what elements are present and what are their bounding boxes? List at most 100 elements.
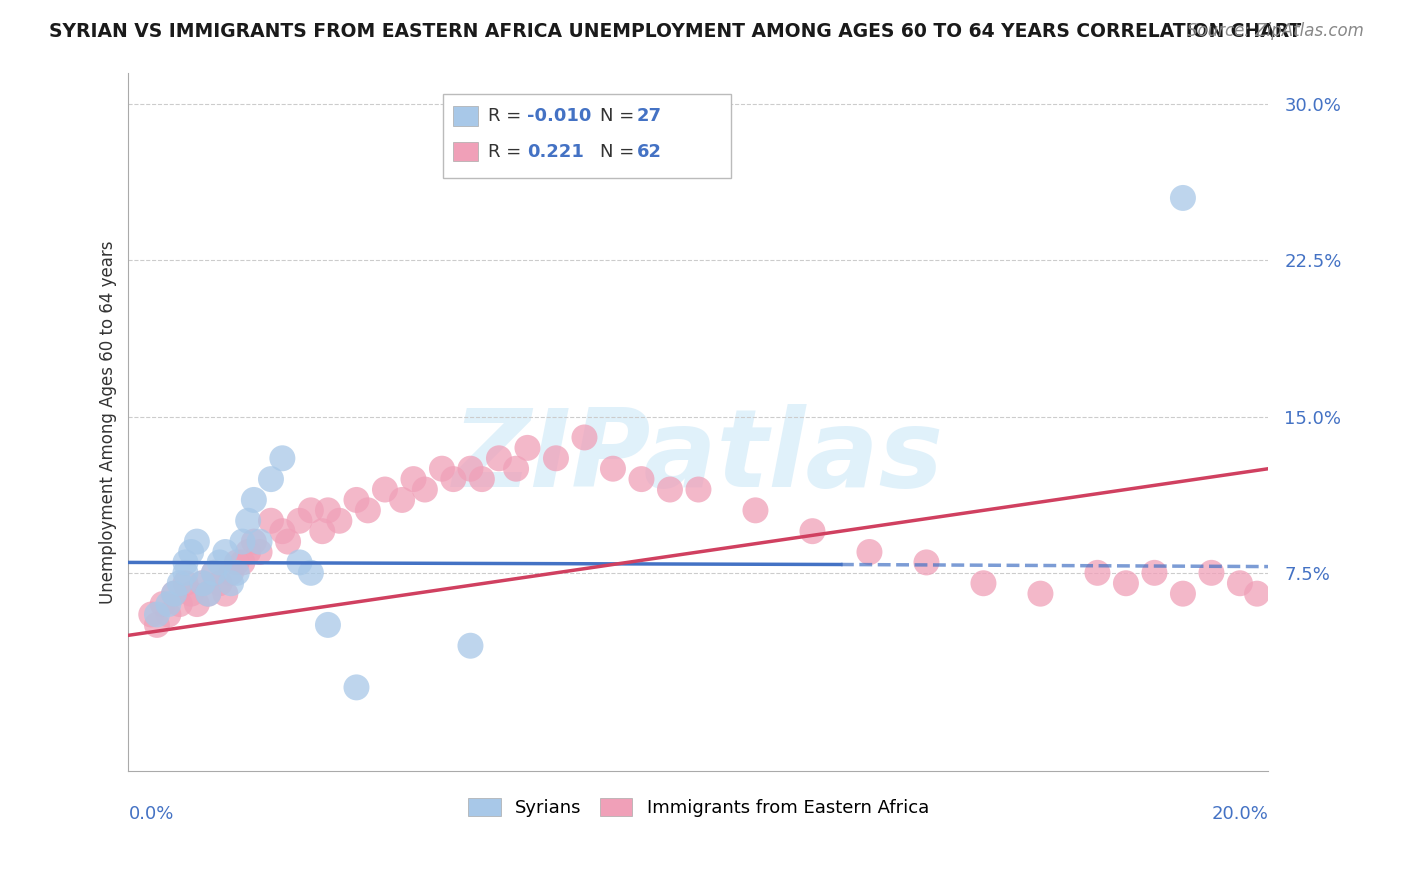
Point: [197, 587, 219, 601]
Point: [163, 587, 186, 601]
Point: [271, 451, 294, 466]
Point: [471, 472, 494, 486]
Point: [311, 524, 333, 538]
Point: [163, 587, 186, 601]
Point: [316, 618, 339, 632]
Point: [441, 472, 464, 486]
Point: [1171, 191, 1194, 205]
Point: [202, 566, 225, 580]
Text: -0.010: -0.010: [527, 107, 592, 125]
Point: [197, 587, 219, 601]
Point: [374, 483, 396, 497]
Point: [972, 576, 994, 591]
Point: [316, 503, 339, 517]
Point: [271, 524, 294, 538]
Point: [658, 483, 681, 497]
Text: N =: N =: [600, 143, 640, 161]
Text: N =: N =: [600, 107, 640, 125]
Text: ZIPatlas: ZIPatlas: [453, 404, 943, 509]
Text: 20.0%: 20.0%: [1212, 805, 1268, 823]
Point: [174, 556, 197, 570]
Point: [208, 556, 231, 570]
Point: [186, 597, 208, 611]
Point: [346, 681, 368, 695]
Point: [180, 587, 202, 601]
Point: [915, 556, 938, 570]
Y-axis label: Unemployment Among Ages 60 to 64 years: Unemployment Among Ages 60 to 64 years: [100, 240, 117, 604]
Point: [174, 566, 197, 580]
Point: [231, 556, 253, 570]
Point: [357, 503, 380, 517]
Point: [219, 576, 242, 591]
Point: [249, 545, 271, 559]
Point: [174, 576, 197, 591]
Point: [208, 576, 231, 591]
Point: [277, 534, 299, 549]
Point: [505, 461, 527, 475]
Text: R =: R =: [488, 143, 527, 161]
Point: [460, 639, 482, 653]
Point: [141, 607, 163, 622]
Point: [214, 587, 236, 601]
Point: [225, 556, 247, 570]
Point: [1115, 576, 1137, 591]
Text: 0.221: 0.221: [527, 143, 583, 161]
Point: [243, 492, 266, 507]
Point: [202, 566, 225, 580]
Point: [260, 514, 283, 528]
Point: [413, 483, 436, 497]
Point: [249, 534, 271, 549]
Point: [169, 597, 191, 611]
Point: [328, 514, 350, 528]
Point: [288, 556, 311, 570]
Point: [574, 430, 596, 444]
Point: [299, 566, 322, 580]
Legend: Syrians, Immigrants from Eastern Africa: Syrians, Immigrants from Eastern Africa: [461, 791, 936, 824]
Point: [288, 514, 311, 528]
Text: Source: ZipAtlas.com: Source: ZipAtlas.com: [1187, 22, 1364, 40]
Point: [391, 492, 413, 507]
Point: [544, 451, 567, 466]
Point: [1229, 576, 1251, 591]
Point: [630, 472, 652, 486]
Point: [602, 461, 624, 475]
Point: [260, 472, 283, 486]
Point: [169, 576, 191, 591]
Point: [488, 451, 510, 466]
Point: [191, 576, 214, 591]
Point: [1246, 587, 1268, 601]
Point: [186, 534, 208, 549]
Point: [238, 514, 260, 528]
Point: [516, 441, 538, 455]
Point: [238, 545, 260, 559]
Point: [744, 503, 766, 517]
Point: [191, 576, 214, 591]
Text: SYRIAN VS IMMIGRANTS FROM EASTERN AFRICA UNEMPLOYMENT AMONG AGES 60 TO 64 YEARS : SYRIAN VS IMMIGRANTS FROM EASTERN AFRICA…: [49, 22, 1302, 41]
Point: [688, 483, 710, 497]
Point: [157, 607, 180, 622]
Point: [231, 534, 253, 549]
Point: [1201, 566, 1223, 580]
Point: [1087, 566, 1109, 580]
Point: [858, 545, 880, 559]
Text: 27: 27: [637, 107, 662, 125]
Point: [430, 461, 453, 475]
Point: [1143, 566, 1166, 580]
Point: [460, 461, 482, 475]
Point: [225, 566, 247, 580]
Point: [219, 566, 242, 580]
Text: 0.0%: 0.0%: [128, 805, 174, 823]
Point: [214, 545, 236, 559]
Point: [157, 597, 180, 611]
Point: [1029, 587, 1052, 601]
Point: [346, 492, 368, 507]
Point: [243, 534, 266, 549]
Point: [299, 503, 322, 517]
Point: [146, 607, 169, 622]
Point: [402, 472, 425, 486]
Text: R =: R =: [488, 107, 527, 125]
Point: [180, 545, 202, 559]
Point: [146, 618, 169, 632]
Point: [1171, 587, 1194, 601]
Text: 62: 62: [637, 143, 662, 161]
